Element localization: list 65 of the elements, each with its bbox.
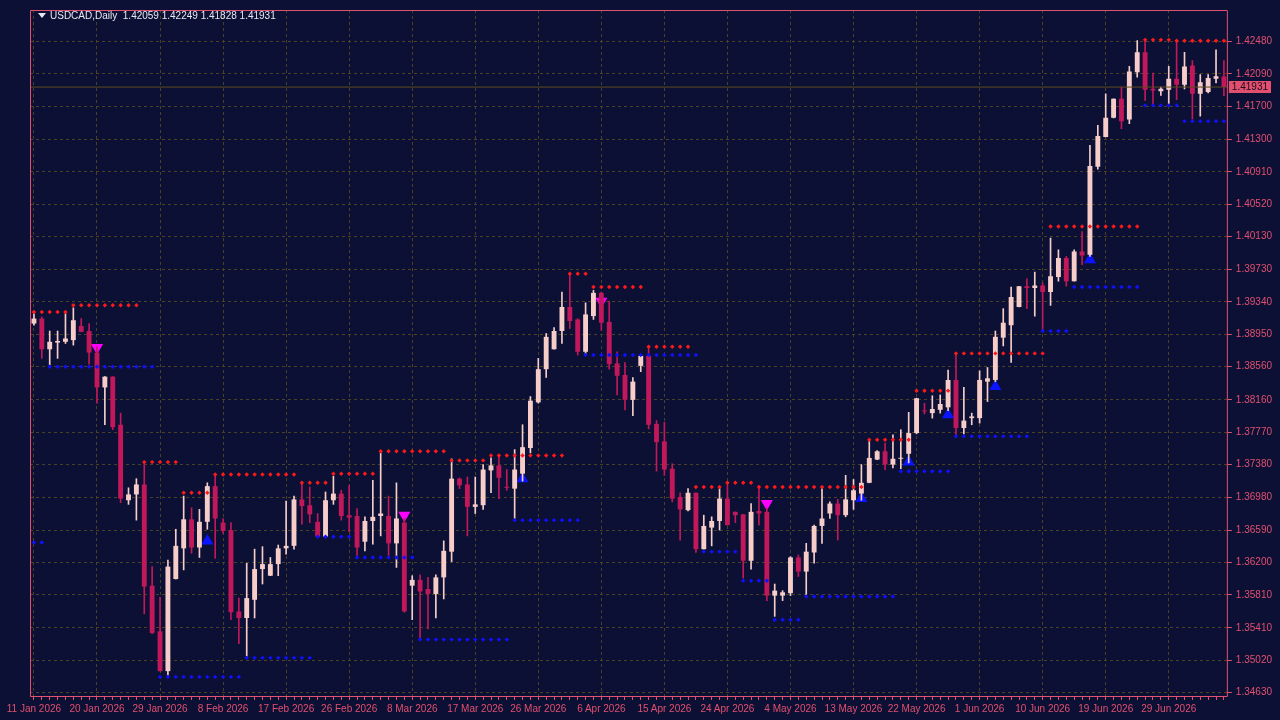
candlestick bbox=[1079, 231, 1085, 265]
y-tick-label: 1.39340 bbox=[1235, 295, 1273, 307]
y-tick-label: 1.40910 bbox=[1235, 165, 1273, 177]
candlestick bbox=[1024, 278, 1030, 309]
y-tick-label: 1.42090 bbox=[1235, 67, 1273, 79]
y-tick-label: 1.37380 bbox=[1235, 458, 1273, 470]
x-tick-label: 22 May 2026 bbox=[887, 702, 946, 714]
y-tick-label: 1.36590 bbox=[1235, 523, 1273, 535]
x-tick-label: 1 Jun 2026 bbox=[954, 702, 1005, 714]
x-tick-label: 26 Mar 2026 bbox=[510, 702, 567, 714]
y-tick-label: 1.38160 bbox=[1235, 393, 1273, 405]
x-tick-label: 11 Jan 2026 bbox=[6, 702, 62, 714]
candlestick bbox=[961, 387, 967, 435]
y-tick-label: 1.36200 bbox=[1235, 556, 1273, 568]
x-tick-label: 29 Jan 2026 bbox=[132, 702, 188, 714]
candlestick bbox=[102, 376, 108, 426]
chart-title: USDCAD,Daily 1.42059 1.42249 1.41828 1.41931 bbox=[50, 10, 276, 21]
candlestick bbox=[772, 583, 778, 617]
y-tick-label: 1.42480 bbox=[1235, 35, 1273, 47]
y-tick-label: 1.34630 bbox=[1235, 686, 1273, 698]
ref-line-label: 1.41931 bbox=[1231, 80, 1269, 92]
x-tick-label: 8 Mar 2026 bbox=[386, 702, 438, 714]
point bbox=[989, 379, 1002, 391]
x-tick-label: 20 Jan 2026 bbox=[69, 702, 125, 714]
candlestick bbox=[1213, 49, 1219, 84]
y-tick-label: 1.38560 bbox=[1235, 360, 1273, 372]
x-tick-label: 10 Jun 2026 bbox=[1015, 702, 1071, 714]
x-tick-label: 13 May 2026 bbox=[824, 702, 883, 714]
candlestick bbox=[299, 482, 305, 525]
x-tick-label: 6 Apr 2026 bbox=[577, 702, 626, 714]
candlestick bbox=[409, 575, 415, 621]
y-tick-label: 1.35810 bbox=[1235, 588, 1273, 600]
candlestick bbox=[307, 486, 313, 523]
y-tick-label: 1.35020 bbox=[1235, 654, 1273, 666]
candlestick bbox=[898, 429, 904, 470]
y-tick-label: 1.39730 bbox=[1235, 263, 1273, 275]
candlestick bbox=[504, 469, 510, 491]
candlestick bbox=[47, 330, 53, 366]
candlestick bbox=[346, 484, 352, 533]
candlestick bbox=[472, 476, 478, 514]
y-tick-label: 1.37770 bbox=[1235, 425, 1273, 437]
candlestick bbox=[1032, 271, 1038, 317]
y-tick-label: 1.41700 bbox=[1235, 99, 1273, 111]
y-tick-label: 1.38950 bbox=[1235, 328, 1273, 340]
candlestick bbox=[709, 516, 715, 547]
x-tick-label: 4 May 2026 bbox=[764, 702, 818, 714]
candlestick bbox=[677, 492, 683, 541]
point bbox=[201, 533, 214, 545]
x-tick-label: 19 Jun 2026 bbox=[1078, 702, 1134, 714]
x-tick-label: 24 Apr 2026 bbox=[700, 702, 755, 714]
y-tick-label: 1.40520 bbox=[1235, 197, 1273, 209]
y-tick-label: 1.40130 bbox=[1235, 230, 1273, 242]
x-tick-label: 8 Feb 2026 bbox=[197, 702, 249, 714]
x-tick-label: 17 Mar 2026 bbox=[447, 702, 504, 714]
y-tick-label: 1.41300 bbox=[1235, 133, 1273, 145]
x-tick-label: 17 Feb 2026 bbox=[258, 702, 315, 714]
x-tick-label: 26 Feb 2026 bbox=[321, 702, 378, 714]
candlestick bbox=[969, 412, 975, 426]
x-tick-label: 15 Apr 2026 bbox=[637, 702, 692, 714]
x-tick-label: 29 Jun 2026 bbox=[1141, 702, 1197, 714]
candlestick bbox=[236, 597, 242, 645]
y-tick-label: 1.36980 bbox=[1235, 491, 1273, 503]
y-tick-label: 1.35410 bbox=[1235, 621, 1273, 633]
candlestick bbox=[756, 487, 762, 526]
candlestick bbox=[370, 480, 376, 545]
